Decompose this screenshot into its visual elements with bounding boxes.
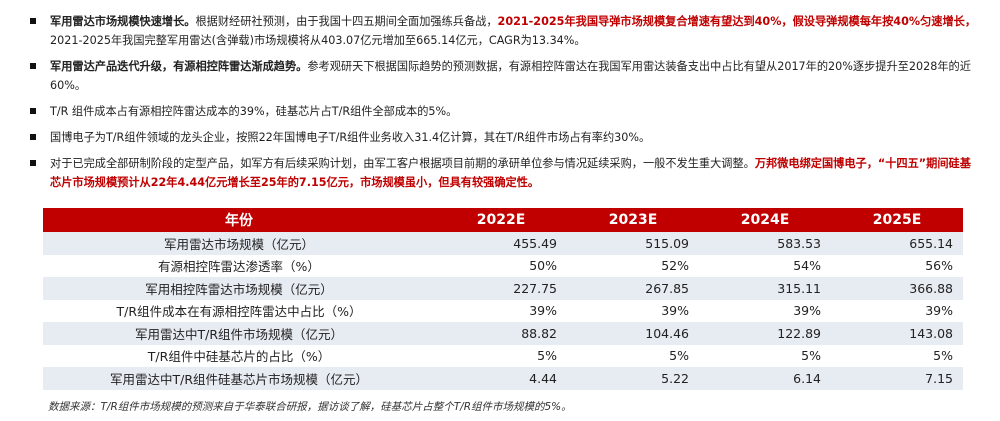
bullet-item: 对于已完成全部研制阶段的定型产品，如军方有后续采购计划，由军工客户根据项目前期的… — [30, 154, 980, 192]
cell-value: 50% — [435, 254, 567, 277]
header-2022e: 2022E — [435, 208, 567, 232]
cell-value: 4.44 — [435, 367, 567, 390]
cell-value: 5% — [831, 344, 963, 367]
bullet-text: 2021-2025年我国导弹市场规模复合增速有望达到40%，假设导弹规模每年按4… — [497, 15, 977, 28]
table-row: 军用雷达中T/R组件硅基芯片市场规模（亿元） 4.44 5.22 6.14 7.… — [43, 367, 963, 390]
bullet-item: 国博电子为T/R组件领域的龙头企业，按照22年国博电子T/R组件业务收入31.4… — [30, 128, 980, 147]
cell-value: 583.53 — [699, 232, 831, 255]
cell-value: 104.46 — [567, 322, 699, 345]
cell-value: 227.75 — [435, 277, 567, 300]
table-row: 军用相控阵雷达市场规模（亿元） 227.75 267.85 315.11 366… — [43, 277, 963, 300]
market-size-table: 年份 2022E 2023E 2024E 2025E 军用雷达市场规模（亿元） … — [43, 208, 963, 390]
cell-value: 5% — [699, 344, 831, 367]
bullet-list: 军用雷达市场规模快速增长。根据财经研社预测，由于我国十四五期间全面加强练兵备战，… — [30, 12, 980, 199]
row-label: T/R组件中硅基芯片的占比（%） — [43, 344, 435, 367]
bullet-text: 军用雷达市场规模快速增长。 — [50, 15, 196, 28]
cell-value: 655.14 — [831, 232, 963, 255]
cell-value: 52% — [567, 254, 699, 277]
header-2024e: 2024E — [699, 208, 831, 232]
row-label: T/R组件成本在有源相控阵雷达中占比（%） — [43, 299, 435, 322]
bullet-text: 根据财经研社预测，由于我国十四五期间全面加强练兵备战， — [195, 15, 498, 28]
row-label: 军用雷达中T/R组件市场规模（亿元） — [43, 322, 435, 345]
cell-value: 267.85 — [567, 277, 699, 300]
row-label: 军用相控阵雷达市场规模（亿元） — [43, 277, 435, 300]
header-year-label: 年份 — [43, 208, 435, 232]
table-row: T/R组件成本在有源相控阵雷达中占比（%） 39% 39% 39% 39% — [43, 299, 963, 322]
bullet-square-icon — [30, 108, 36, 114]
bullet-item: 军用雷达市场规模快速增长。根据财经研社预测，由于我国十四五期间全面加强练兵备战，… — [30, 12, 980, 50]
cell-value: 5% — [435, 344, 567, 367]
cell-value: 54% — [699, 254, 831, 277]
bullet-text: 2021-2025年我国完整军用雷达(含弹载)市场规模将从403.07亿元增加至… — [50, 34, 586, 47]
cell-value: 5% — [567, 344, 699, 367]
cell-value: 5.22 — [567, 367, 699, 390]
table-header-row: 年份 2022E 2023E 2024E 2025E — [43, 208, 963, 232]
header-2023e: 2023E — [567, 208, 699, 232]
table-row: 军用雷达中T/R组件市场规模（亿元） 88.82 104.46 122.89 1… — [43, 322, 963, 345]
bullet-square-icon — [30, 134, 36, 140]
cell-value: 315.11 — [699, 277, 831, 300]
data-source-note: 数据来源：T/R组件市场规模的预测来自于华泰联合研报，据访谈了解，硅基芯片占整个… — [48, 401, 572, 413]
bullet-text: 军用雷达产品迭代升级，有源相控阵雷达渐成趋势。 — [50, 60, 308, 73]
cell-value: 88.82 — [435, 322, 567, 345]
row-label: 军用雷达市场规模（亿元） — [43, 232, 435, 255]
bullet-text: 对于已完成全部研制阶段的定型产品，如军方有后续采购计划，由军工客户根据项目前期的… — [50, 157, 755, 170]
cell-value: 143.08 — [831, 322, 963, 345]
bullet-square-icon — [30, 18, 36, 24]
cell-value: 7.15 — [831, 367, 963, 390]
cell-value: 56% — [831, 254, 963, 277]
cell-value: 39% — [567, 299, 699, 322]
bullet-item: 军用雷达产品迭代升级，有源相控阵雷达渐成趋势。参考观研天下根据国际趋势的预测数据… — [30, 57, 980, 95]
table-row: 有源相控阵雷达渗透率（%） 50% 52% 54% 56% — [43, 254, 963, 277]
cell-value: 366.88 — [831, 277, 963, 300]
bullet-text: 万邦微电绑定国博电子，“十四五”期间硅基芯片市场规模预计从22年4.44亿元增长… — [50, 157, 971, 189]
bullet-text: 国博电子为T/R组件领域的龙头企业，按照22年国博电子T/R组件业务收入31.4… — [50, 131, 651, 144]
bullet-text: T/R 组件成本占有源相控阵雷达成本的39%，硅基芯片占T/R组件全部成本的5%… — [50, 105, 458, 118]
cell-value: 455.49 — [435, 232, 567, 255]
row-label: 军用雷达中T/R组件硅基芯片市场规模（亿元） — [43, 367, 435, 390]
bullet-square-icon — [30, 160, 36, 166]
header-2025e: 2025E — [831, 208, 963, 232]
cell-value: 6.14 — [699, 367, 831, 390]
row-label: 有源相控阵雷达渗透率（%） — [43, 254, 435, 277]
cell-value: 515.09 — [567, 232, 699, 255]
bullet-item: T/R 组件成本占有源相控阵雷达成本的39%，硅基芯片占T/R组件全部成本的5%… — [30, 102, 980, 121]
bullet-text: 参考观研天下根据国际趋势的预测数据，有源相控阵雷达在我国军用雷达装备支出中占比有… — [50, 60, 971, 92]
cell-value: 39% — [699, 299, 831, 322]
cell-value: 122.89 — [699, 322, 831, 345]
table-row: 军用雷达市场规模（亿元） 455.49 515.09 583.53 655.14 — [43, 232, 963, 255]
bullet-square-icon — [30, 63, 36, 69]
cell-value: 39% — [435, 299, 567, 322]
cell-value: 39% — [831, 299, 963, 322]
table-row: T/R组件中硅基芯片的占比（%） 5% 5% 5% 5% — [43, 344, 963, 367]
